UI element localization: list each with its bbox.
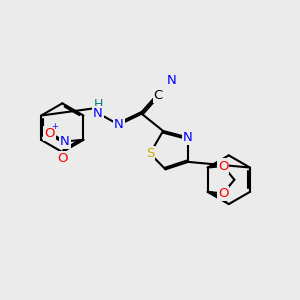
Text: N: N [93,106,103,120]
Text: C: C [154,88,163,101]
Text: H: H [93,98,103,111]
Text: O: O [57,152,67,165]
Text: N: N [60,135,70,148]
Text: O: O [44,127,55,140]
Text: +: + [51,122,58,131]
Text: O: O [218,160,228,172]
Text: O: O [218,187,228,200]
Text: N: N [114,118,124,131]
Text: N: N [183,131,193,144]
Text: N: N [167,74,176,87]
Text: S: S [146,147,154,160]
